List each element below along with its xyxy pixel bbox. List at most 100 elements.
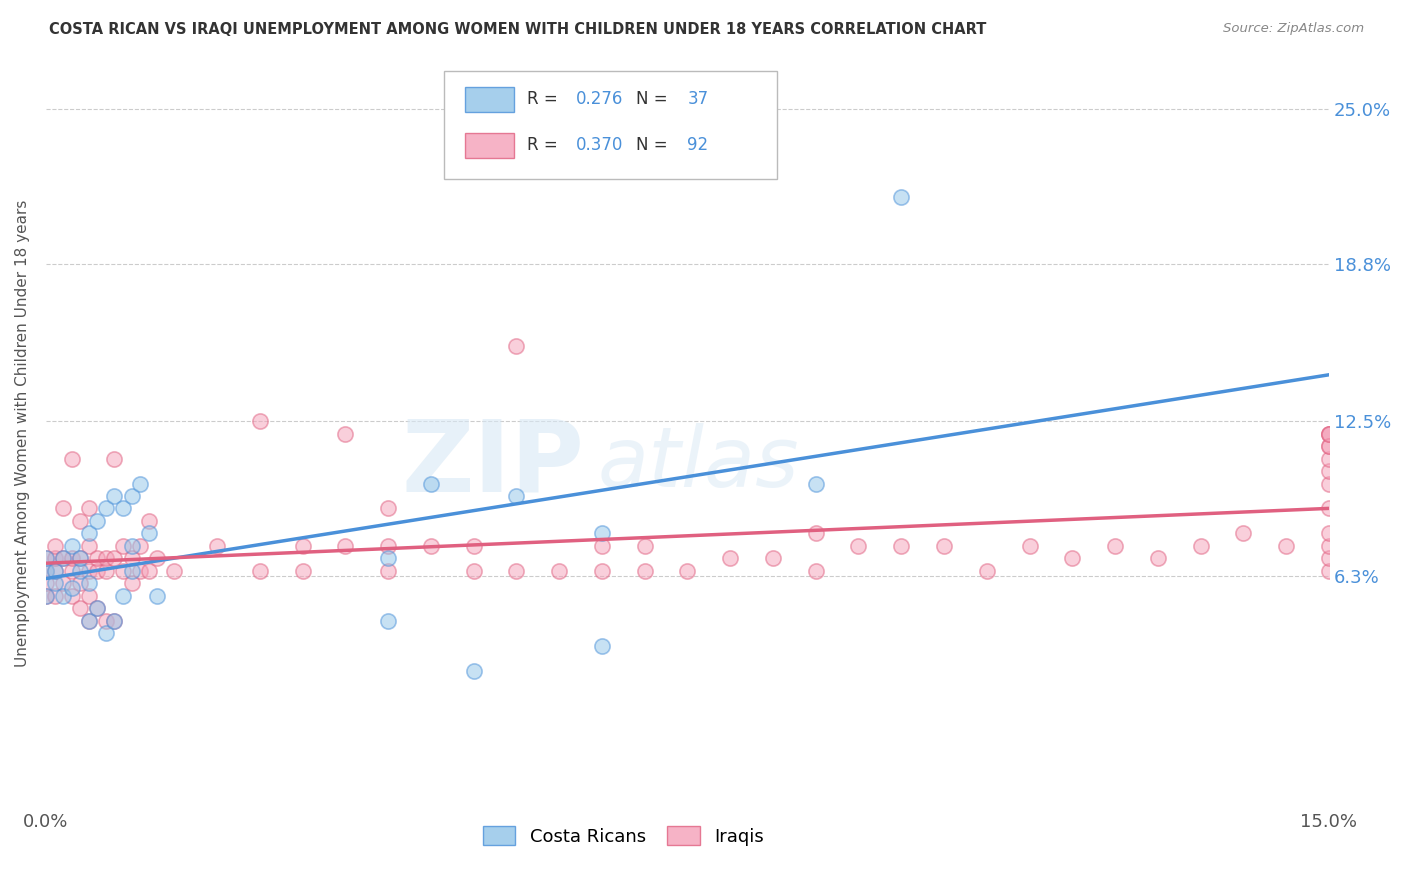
Point [77, 564, 100, 578]
Point [121, 576, 143, 591]
Point [634, 539, 657, 553]
Point [69, 514, 91, 528]
Point [129, 539, 152, 553]
Point [129, 476, 152, 491]
Point [103, 614, 125, 628]
Text: 0.276: 0.276 [576, 89, 623, 108]
Point [976, 564, 998, 578]
Point [291, 539, 314, 553]
Point [548, 564, 571, 578]
Point [52, 551, 75, 566]
Point [138, 564, 160, 578]
Point [94, 626, 117, 640]
Point [94, 614, 117, 628]
Point [463, 564, 485, 578]
Point [94, 564, 117, 578]
Point [890, 539, 912, 553]
Point [138, 514, 160, 528]
Text: atlas: atlas [598, 423, 799, 504]
Text: Source: ZipAtlas.com: Source: ZipAtlas.com [1223, 22, 1364, 36]
Point [35, 564, 58, 578]
Point [69, 601, 91, 615]
Point [86, 564, 108, 578]
Point [86, 514, 108, 528]
Point [121, 564, 143, 578]
Point [121, 539, 143, 553]
Point [103, 614, 125, 628]
Text: 0.370: 0.370 [576, 136, 623, 154]
Point [804, 564, 827, 578]
Point [111, 539, 134, 553]
Point [335, 539, 357, 553]
Point [60, 582, 83, 596]
Point [163, 564, 186, 578]
Point [1275, 539, 1298, 553]
Point [44, 564, 66, 578]
Point [111, 564, 134, 578]
Point [94, 551, 117, 566]
Point [335, 426, 357, 441]
Point [103, 489, 125, 503]
Point [676, 564, 699, 578]
Point [77, 589, 100, 603]
Point [249, 414, 271, 428]
Point [86, 601, 108, 615]
Point [35, 551, 58, 566]
Point [591, 564, 613, 578]
Point [1317, 501, 1340, 516]
Point [138, 526, 160, 541]
FancyBboxPatch shape [465, 133, 515, 159]
Point [121, 489, 143, 503]
Point [44, 589, 66, 603]
Point [35, 589, 58, 603]
Point [146, 589, 169, 603]
Text: N =: N = [636, 136, 673, 154]
Point [1189, 539, 1212, 553]
Point [60, 551, 83, 566]
Point [848, 539, 870, 553]
Point [77, 614, 100, 628]
Point [77, 526, 100, 541]
Point [932, 539, 955, 553]
Point [591, 639, 613, 653]
Point [505, 564, 527, 578]
Point [69, 564, 91, 578]
Point [69, 551, 91, 566]
Point [1317, 426, 1340, 441]
Point [804, 526, 827, 541]
Point [1232, 526, 1254, 541]
Point [52, 576, 75, 591]
Point [1062, 551, 1084, 566]
Point [890, 190, 912, 204]
Text: R =: R = [527, 89, 562, 108]
Point [1317, 439, 1340, 453]
Point [1146, 551, 1168, 566]
Point [52, 501, 75, 516]
Point [111, 589, 134, 603]
Point [377, 614, 399, 628]
Point [505, 489, 527, 503]
Point [1317, 526, 1340, 541]
Point [60, 564, 83, 578]
Point [77, 539, 100, 553]
Point [60, 589, 83, 603]
Point [35, 564, 58, 578]
Point [77, 614, 100, 628]
FancyBboxPatch shape [444, 70, 778, 179]
Point [1104, 539, 1126, 553]
Point [111, 501, 134, 516]
Point [44, 576, 66, 591]
Point [377, 564, 399, 578]
Point [762, 551, 785, 566]
Point [377, 539, 399, 553]
Point [60, 539, 83, 553]
Point [463, 664, 485, 678]
Point [86, 601, 108, 615]
Point [121, 551, 143, 566]
Point [1317, 551, 1340, 566]
Point [69, 576, 91, 591]
Point [804, 476, 827, 491]
Point [591, 526, 613, 541]
Point [205, 539, 228, 553]
Point [44, 551, 66, 566]
